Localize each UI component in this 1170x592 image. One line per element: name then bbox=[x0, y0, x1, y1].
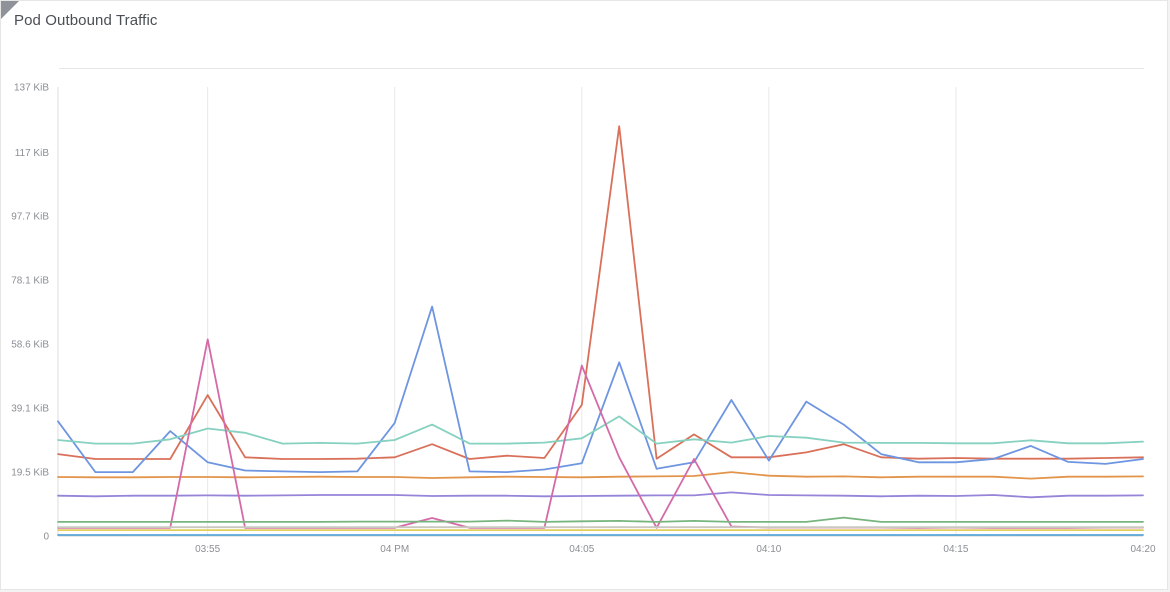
y-tick-label: 19.5 KiB bbox=[11, 468, 49, 479]
x-tick-label: 03:55 bbox=[195, 544, 220, 555]
series-line-2 bbox=[57, 305, 1144, 474]
x-tick-label: 04 PM bbox=[380, 544, 409, 555]
grid-lines bbox=[207, 87, 957, 536]
series-line-4 bbox=[57, 471, 1144, 480]
y-tick-label: 58.6 KiB bbox=[11, 339, 49, 350]
series-line-6 bbox=[57, 338, 1144, 529]
series-lines bbox=[57, 125, 1144, 536]
x-tick-label: 04:20 bbox=[1130, 544, 1155, 555]
y-tick-label: 0 bbox=[43, 532, 49, 543]
series-line-3 bbox=[57, 415, 1144, 445]
x-tick-label: 04:10 bbox=[756, 544, 781, 555]
y-tick-label: 78.1 KiB bbox=[11, 276, 49, 287]
header-divider bbox=[59, 68, 1144, 69]
y-tick-label: 97.7 KiB bbox=[11, 211, 49, 222]
panel-corner-marker bbox=[1, 1, 19, 19]
series-line-5 bbox=[57, 491, 1144, 499]
y-tick-label: 137 KiB bbox=[14, 83, 49, 94]
x-tick-label: 04:05 bbox=[569, 544, 594, 555]
y-tick-label: 39.1 KiB bbox=[11, 403, 49, 414]
axes bbox=[57, 87, 1143, 537]
y-tick-label: 117 KiB bbox=[15, 148, 50, 159]
series-line-7 bbox=[57, 516, 1144, 523]
series-line-1 bbox=[57, 125, 1144, 460]
tick-labels: 03:55 04 PM 04:05 04:10 04:15 04:20 0 19.5 KiB 3… bbox=[11, 83, 1156, 556]
panel-title: Pod Outbound Traffic bbox=[14, 12, 158, 29]
x-tick-label: 04:15 bbox=[943, 544, 968, 555]
